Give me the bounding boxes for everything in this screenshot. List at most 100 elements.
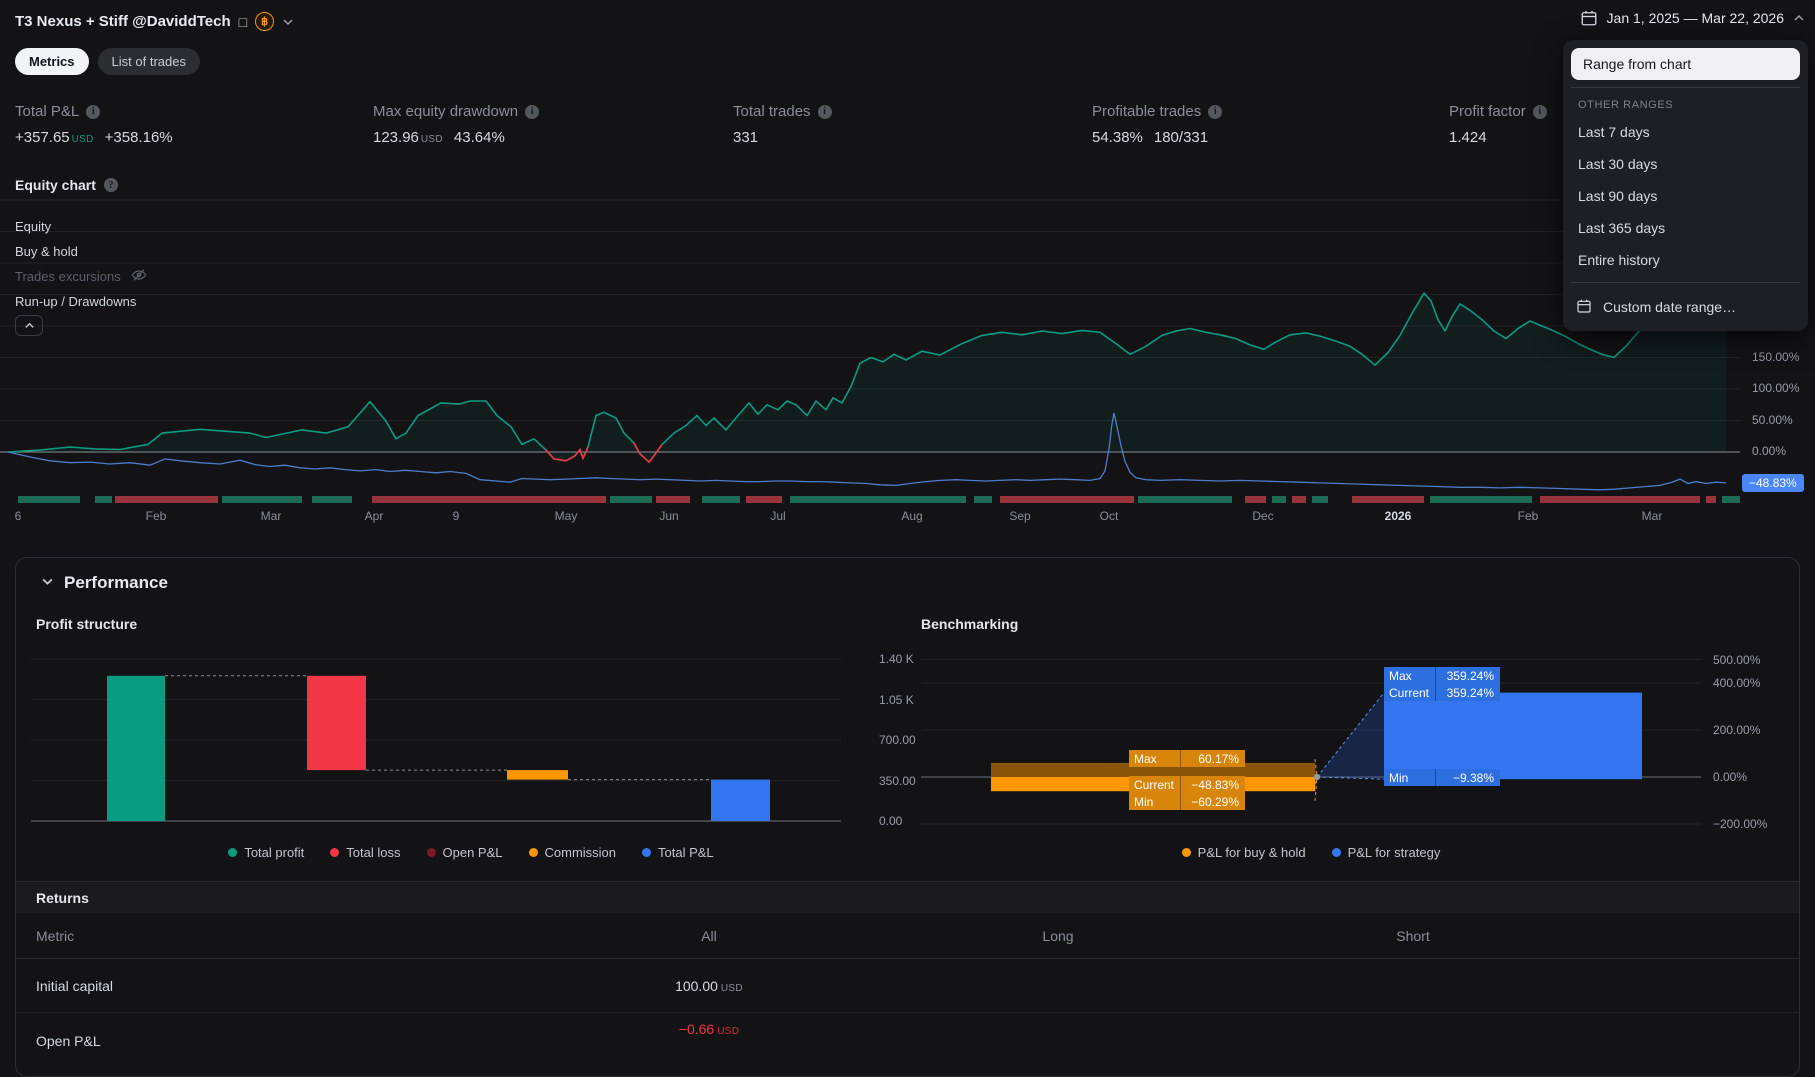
legend-label: Commission	[544, 845, 617, 860]
equity-line-drawdown-segment	[633, 442, 663, 464]
dropdown-item-last-90-days[interactable]: Last 90 days	[1578, 188, 1658, 204]
y-axis-label: 150.00%	[1752, 349, 1800, 364]
runup-strip-segment	[790, 496, 966, 503]
x-axis-label: Mar	[260, 509, 282, 523]
waterfall-bar-commission	[507, 770, 568, 780]
waterfall-bar-total-profit	[107, 675, 165, 821]
legend-dot	[1331, 848, 1341, 857]
view-tabs: Metrics List of trades	[15, 48, 200, 75]
info-icon[interactable]: i	[1532, 104, 1547, 119]
eye-off-icon[interactable]	[131, 267, 147, 286]
y-axis-label: 0.00%	[1713, 770, 1748, 784]
runup-strip-segment	[372, 496, 606, 503]
row-metric-label: Open P&L	[36, 1033, 101, 1049]
waterfall-bar-total-loss	[307, 675, 366, 771]
legend-dot	[528, 848, 538, 857]
chevron-down-icon[interactable]	[282, 16, 294, 28]
guide-line	[1314, 776, 1318, 802]
metric-unit: USD	[71, 134, 94, 145]
tab-metrics[interactable]: Metrics	[15, 48, 89, 75]
equity-chart-legend: Equity Buy & hold Trades excursions Run-…	[15, 214, 147, 314]
date-range-button[interactable]: Jan 1, 2025 — Mar 22, 2026	[1580, 9, 1805, 27]
metric-unit: USD	[420, 134, 443, 145]
legend-label: Total loss	[346, 845, 401, 860]
divider	[1571, 282, 1800, 283]
dropdown-item-last-365-days[interactable]: Last 365 days	[1578, 220, 1666, 236]
y-axis-label: 400.00%	[1713, 676, 1761, 690]
legend-dot	[426, 848, 436, 857]
metric-value: 331	[733, 129, 759, 146]
legend-toggle-trades-excursions[interactable]: Trades excursions	[15, 264, 147, 289]
returns-table-header: Metric All Long Short	[16, 913, 1799, 959]
equity-area-fill	[8, 289, 1726, 463]
dropdown-item-entire-history[interactable]: Entire history	[1578, 252, 1660, 268]
strategy-min-tooltip: Min −9.38%	[1384, 769, 1500, 786]
legend-label: P&L for strategy	[1347, 845, 1441, 860]
dropdown-item-last-7-days[interactable]: Last 7 days	[1578, 124, 1650, 140]
waterfall-bar-total-p-l	[711, 779, 770, 821]
metric-value: 123.96	[373, 129, 419, 146]
buyhold-min-tooltip: Min −60.29%	[1129, 793, 1245, 810]
row-metric-label: Initial capital	[36, 977, 114, 994]
x-axis-label: 9	[452, 509, 460, 523]
convergence-dot	[1313, 773, 1321, 781]
buyhold-current-tooltip: Current −48.83%	[1129, 776, 1245, 793]
legend-toggle-buy-hold[interactable]: Buy & hold	[15, 244, 78, 259]
metric-label: Profit factor	[1449, 103, 1526, 120]
runup-strip-segment	[1245, 496, 1266, 503]
info-icon[interactable]: i	[817, 104, 832, 119]
x-axis-label: Feb	[1517, 509, 1539, 523]
collapse-chart-button[interactable]	[15, 315, 43, 336]
row-value-all: −0.66 USD	[678, 1021, 740, 1037]
x-axis-label: 2026	[1384, 509, 1412, 523]
equity-chart-title: Equity chart ?	[15, 177, 118, 193]
metric-label: Total trades	[733, 103, 811, 120]
legend-toggle-runup-drawdowns[interactable]: Run-up / Drawdowns	[15, 294, 137, 309]
profit-structure-chart: 1.40 K 1.05 K 700.00 350.00 0.00	[31, 649, 991, 854]
dropdown-section-label: OTHER RANGES	[1578, 99, 1674, 111]
column-header-long: Long	[1042, 927, 1074, 944]
table-row-open-pnl: Open P&L −0.66 USD	[16, 1013, 1799, 1073]
dropdown-item-custom-date-range[interactable]: Custom date range…	[1563, 289, 1808, 325]
legend-label: Open P&L	[442, 845, 503, 860]
table-row-initial-capital: Initial capital 100.00 USD	[16, 959, 1799, 1013]
chevron-up-icon	[1793, 12, 1805, 24]
tab-list-of-trades[interactable]: List of trades	[97, 48, 200, 75]
info-icon[interactable]: i	[86, 104, 101, 119]
info-icon[interactable]: i	[525, 104, 540, 119]
legend-toggle-equity[interactable]: Equity	[15, 219, 52, 234]
runup-strip-segment	[95, 496, 112, 503]
info-icon[interactable]: i	[1208, 104, 1223, 119]
profit-structure-legend: Total profit Total loss Open P&L Commission…	[31, 845, 911, 860]
performance-section-header[interactable]: Performance	[41, 573, 168, 593]
metric-value: 54.38%	[1092, 129, 1143, 146]
benchmark-svg	[921, 659, 1701, 825]
strategy-title: T3 Nexus + Stiff @DaviddTech	[15, 13, 231, 30]
date-range-text: Jan 1, 2025 — Mar 22, 2026	[1606, 10, 1784, 26]
row-value-all: 100.00 USD	[675, 977, 743, 994]
metric-label: Total P&L	[15, 103, 80, 120]
dropdown-item-range-from-chart[interactable]: Range from chart	[1571, 48, 1800, 80]
divider	[1571, 87, 1800, 88]
column-header-all: All	[701, 927, 717, 944]
profit-structure-title: Profit structure	[36, 616, 138, 632]
date-range-dropdown: Range from chart OTHER RANGES Last 7 day…	[1563, 40, 1808, 331]
strategy-current-tooltip: Current 359.24%	[1384, 684, 1500, 701]
y-axis-label: 500.00%	[1713, 652, 1761, 667]
y-axis-label: 700.00	[879, 733, 916, 747]
y-axis-label: 0.00	[879, 814, 903, 828]
runup-strip-segment	[1138, 496, 1232, 503]
placeholder-glyph: □	[238, 13, 248, 30]
dropdown-item-last-30-days[interactable]: Last 30 days	[1578, 156, 1658, 172]
help-icon[interactable]: ?	[103, 178, 118, 192]
column-header-short: Short	[1396, 927, 1430, 944]
x-axis-label: Jun	[659, 509, 679, 523]
buyhold-max-tooltip: Max 60.17%	[1129, 750, 1245, 767]
equity-chart	[0, 199, 1740, 503]
metric-extra: 180/331	[1153, 129, 1209, 146]
legend-item-p-l-for-strategy: P&L for strategy	[1331, 845, 1441, 860]
runup-strip-segment	[656, 496, 690, 503]
metric-total-trades: Total trades i 331	[733, 103, 832, 146]
metric-value: 1.424	[1449, 129, 1487, 146]
equity-line-drawdown-segment	[545, 446, 589, 462]
